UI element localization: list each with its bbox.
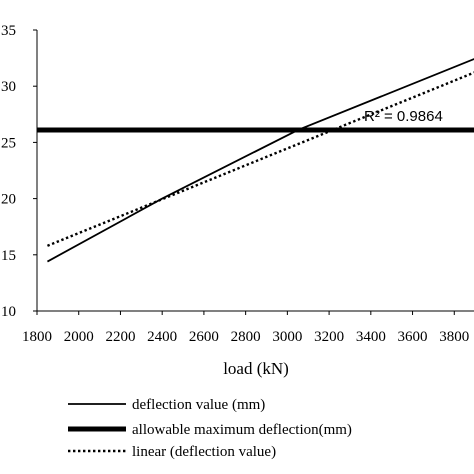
y-tick-label: 15 — [1, 248, 16, 264]
series-group — [37, 58, 474, 263]
x-axis-ticks: 1800 2000 2200 2400 2600 2800 3000 3200 3400 3600… — [22, 311, 469, 345]
x-tick-label: 3400 — [356, 329, 386, 345]
x-tick-label: 3200 — [314, 329, 344, 345]
x-tick-label: 3800 — [439, 329, 469, 345]
x-tick-label: 3600 — [398, 329, 428, 345]
x-tick-label: 2400 — [147, 329, 177, 345]
legend-label: allowable maximum deflection(mm) — [132, 422, 352, 438]
y-tick-label: 25 — [1, 135, 16, 151]
y-tick-label: 35 — [1, 23, 16, 39]
x-tick-label: 2000 — [64, 329, 94, 345]
x-tick-label: 2600 — [189, 329, 219, 345]
r-squared-annotation: R² = 0.9864 — [364, 108, 443, 125]
legend-label: deflection value (mm) — [132, 397, 265, 413]
axes — [36, 30, 474, 312]
legend: deflection value (mm) allowable maximum d… — [68, 397, 352, 460]
x-axis-title: load (kN) — [223, 359, 289, 378]
series-line-dotted — [46, 71, 474, 247]
y-tick-label: 30 — [1, 79, 16, 95]
series-line-solid — [46, 58, 474, 263]
legend-label: linear (deflection value) — [132, 444, 276, 460]
x-tick-label: 2200 — [105, 329, 135, 345]
y-axis-ticks: 10 15 20 25 30 35 — [1, 23, 37, 320]
x-tick-label: 1800 — [22, 329, 52, 345]
y-tick-label: 20 — [1, 192, 16, 208]
x-tick-label: 3000 — [272, 329, 302, 345]
x-tick-label: 2800 — [231, 329, 261, 345]
y-tick-label: 10 — [1, 304, 16, 320]
